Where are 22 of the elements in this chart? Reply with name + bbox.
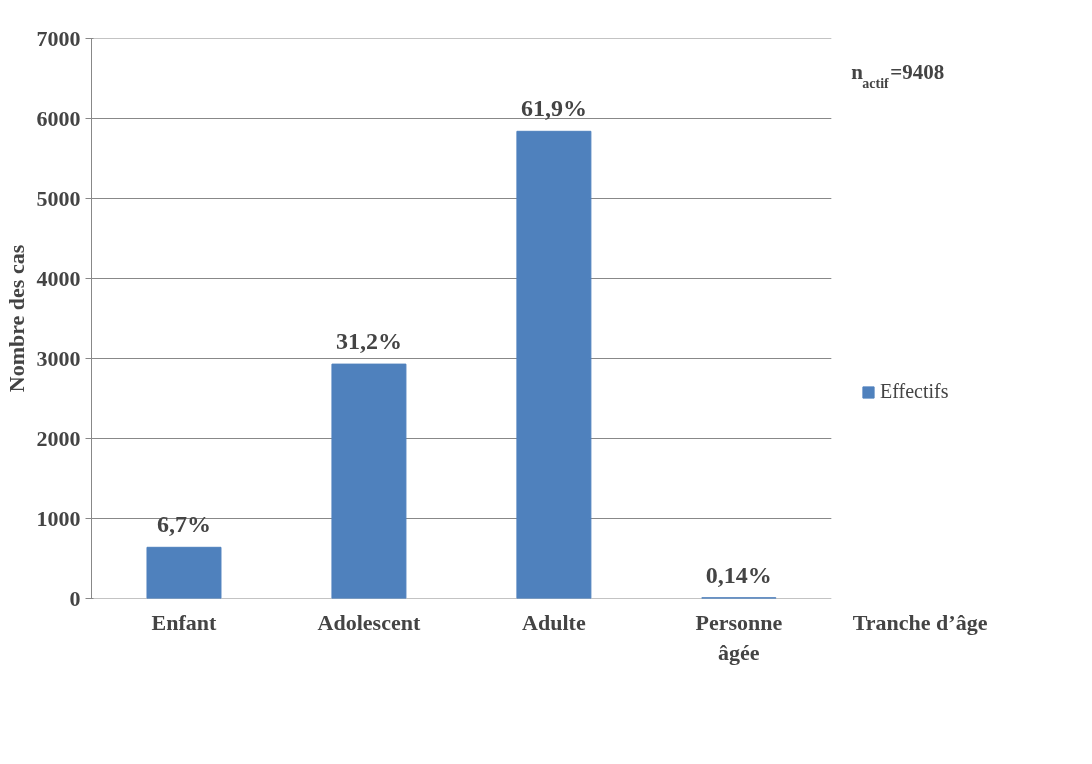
x-tick-label: Personne âgée bbox=[695, 609, 783, 665]
y-axis-title: Nombre des cas bbox=[3, 244, 29, 393]
y-tick-label: 6000 bbox=[36, 105, 81, 131]
annotation: 31,2% bbox=[335, 328, 402, 355]
x-tick-label: Enfant bbox=[151, 609, 218, 635]
bar bbox=[146, 546, 222, 599]
y-tick-label: 2000 bbox=[36, 425, 81, 451]
annotation: 6,7% bbox=[156, 511, 211, 538]
bar bbox=[516, 130, 592, 599]
legend-label: Effectifs bbox=[880, 380, 949, 403]
annotation: 61,9% bbox=[520, 95, 587, 122]
bar bbox=[331, 363, 407, 599]
y-tick-label: 0 bbox=[69, 585, 81, 611]
y-tick-label: 5000 bbox=[36, 185, 81, 211]
x-tick-label: Adolescent bbox=[317, 609, 421, 635]
y-tick-label: 4000 bbox=[36, 265, 81, 291]
y-tick-label: 1000 bbox=[36, 505, 81, 531]
y-tick-label: 3000 bbox=[36, 345, 81, 371]
annotation: 0,14% bbox=[705, 561, 772, 588]
x-axis-title: Tranche d’âge bbox=[852, 609, 988, 635]
y-tick-label: 7000 bbox=[36, 25, 81, 51]
x-tick-label: Adulte bbox=[522, 609, 586, 635]
